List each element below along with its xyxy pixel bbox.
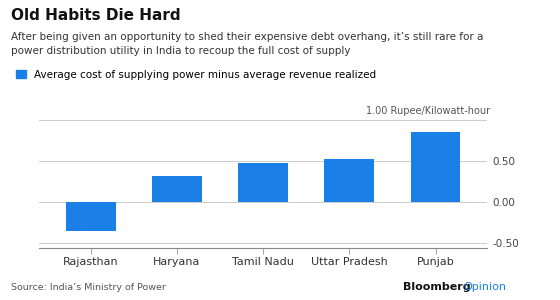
Bar bbox=[238, 163, 288, 202]
Text: Old Habits Die Hard: Old Habits Die Hard bbox=[11, 8, 181, 22]
Text: 1.00 Rupee/Kilowatt-hour: 1.00 Rupee/Kilowatt-hour bbox=[366, 106, 490, 116]
Text: Opinion: Opinion bbox=[463, 283, 506, 292]
Text: Bloomberg: Bloomberg bbox=[403, 283, 471, 292]
Legend: Average cost of supplying power minus average revenue realized: Average cost of supplying power minus av… bbox=[16, 70, 376, 80]
Bar bbox=[324, 159, 374, 202]
Text: power distribution utility in India to recoup the full cost of supply: power distribution utility in India to r… bbox=[11, 46, 351, 56]
Bar bbox=[66, 202, 116, 231]
Text: After being given an opportunity to shed their expensive debt overhang, it’s sti: After being given an opportunity to shed… bbox=[11, 32, 484, 41]
Bar bbox=[152, 176, 202, 202]
Text: Source: India’s Ministry of Power: Source: India’s Ministry of Power bbox=[11, 284, 166, 292]
Bar bbox=[410, 132, 460, 202]
